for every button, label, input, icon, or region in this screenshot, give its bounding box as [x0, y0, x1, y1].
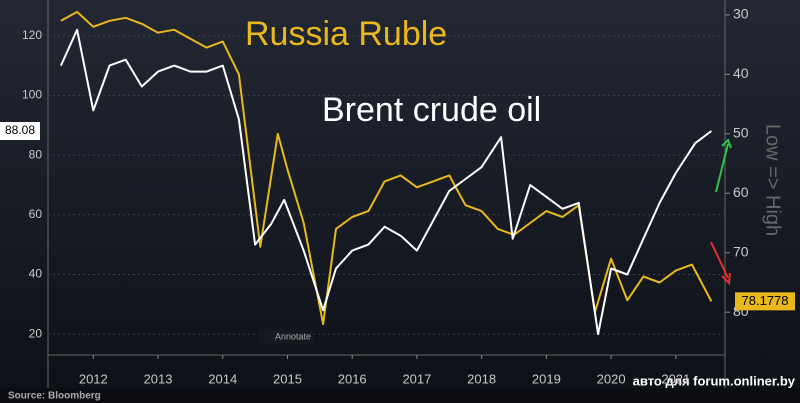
series-label: Russia Ruble	[245, 15, 447, 53]
y2-tick-label: 30	[733, 6, 749, 22]
y-tick-label: 120	[22, 28, 42, 42]
watermark: авто для forum.onliner.by	[633, 373, 796, 388]
x-tick-label: 2019	[532, 371, 561, 386]
x-tick-label: 2015	[273, 371, 302, 386]
annotate-button[interactable]	[258, 330, 314, 344]
last-value-box	[0, 122, 40, 141]
series-label: Brent crude oil	[322, 91, 541, 129]
y2-tick-label: 50	[733, 124, 749, 140]
footer-bg	[0, 388, 800, 403]
x-tick-label: 2012	[79, 371, 108, 386]
y2-tick-label: 40	[733, 65, 749, 81]
arrow-up	[715, 138, 732, 193]
x-tick-label: 2021	[661, 371, 690, 386]
y2-tick-label: 70	[733, 243, 749, 259]
x-tick-label: 2014	[208, 371, 237, 386]
arrow-down	[710, 241, 731, 286]
series-line	[60, 10, 713, 326]
series-line	[59, 28, 713, 336]
y-tick-label: 40	[29, 267, 43, 281]
y-tick-label: 20	[29, 326, 43, 340]
y-tick-label: 80	[29, 147, 43, 161]
y-tick-label: 60	[29, 207, 43, 221]
y-tick-label: 100	[22, 88, 42, 102]
x-tick-label: 2017	[402, 371, 431, 386]
source: Source: Bloomberg	[8, 391, 101, 402]
last-value-label: 88.08	[5, 123, 35, 137]
last-value-box	[735, 292, 795, 311]
annotate-label[interactable]: Annotate	[275, 331, 311, 341]
x-tick-label: 2013	[144, 371, 173, 386]
x-tick-label: 2020	[597, 371, 626, 386]
x-tick-label: 2018	[467, 371, 496, 386]
last-value-label: 78.1778	[742, 293, 789, 308]
y2-axis-label: Low => High	[762, 124, 784, 236]
y2-tick-label: 60	[733, 184, 749, 200]
x-tick-label: 2016	[338, 371, 367, 386]
